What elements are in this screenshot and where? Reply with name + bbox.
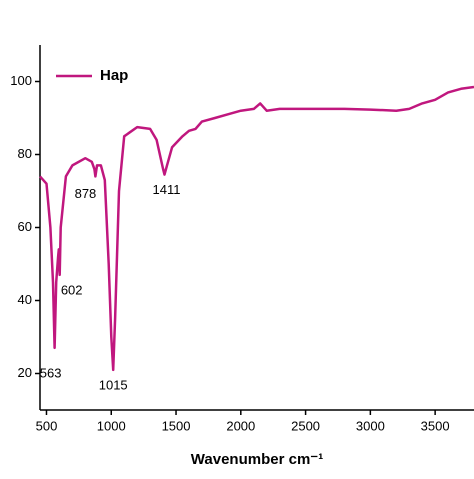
y-tick-label: 40 xyxy=(18,292,32,307)
x-tick-label: 2000 xyxy=(226,418,255,433)
annotation: 563 xyxy=(40,365,62,380)
annotation: 1015 xyxy=(99,377,128,392)
x-tick-label: 3000 xyxy=(356,418,385,433)
y-tick-label: 80 xyxy=(18,146,32,161)
x-tick-label: 1000 xyxy=(97,418,126,433)
annotation: 878 xyxy=(75,186,97,201)
x-tick-label: 3500 xyxy=(421,418,450,433)
x-tick-label: 500 xyxy=(36,418,58,433)
y-tick-label: 100 xyxy=(10,73,32,88)
legend-label: Hap xyxy=(100,67,128,84)
annotation: 1411 xyxy=(153,182,181,197)
y-tick-label: 60 xyxy=(18,219,32,234)
annotation: 602 xyxy=(61,282,83,297)
x-tick-label: 2500 xyxy=(291,418,320,433)
y-tick-label: 20 xyxy=(18,365,32,380)
x-axis-label: Wavenumber cm⁻¹ xyxy=(191,451,323,468)
x-tick-label: 1500 xyxy=(162,418,191,433)
series-line xyxy=(39,85,474,372)
